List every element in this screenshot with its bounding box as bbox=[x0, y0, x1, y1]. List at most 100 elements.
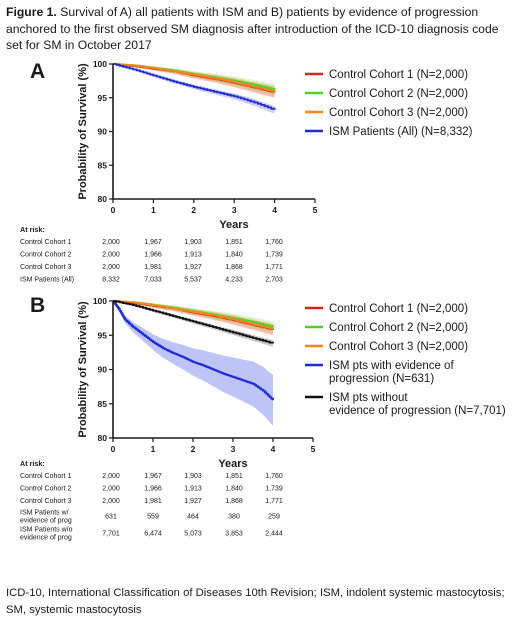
risk-row-label: Control Cohort 1 bbox=[20, 473, 71, 480]
confidence-band-0 bbox=[113, 64, 275, 98]
risk-row-label: Control Cohort 2 bbox=[20, 252, 71, 259]
risk-table-header: At risk: bbox=[20, 459, 45, 468]
risk-cell: 1,840 bbox=[225, 486, 243, 493]
risk-cell: 1,868 bbox=[225, 498, 243, 505]
risk-cell: 2,000 bbox=[102, 239, 120, 246]
risk-cell: 1,927 bbox=[184, 264, 202, 271]
risk-cell: 1,760 bbox=[265, 473, 283, 480]
footnote-line-1: ICD-10, International Classification of … bbox=[6, 587, 505, 599]
x-tick-label: 1 bbox=[151, 444, 156, 454]
y-tick-label: 90 bbox=[98, 365, 108, 375]
y-tick-label: 100 bbox=[93, 296, 107, 306]
risk-row-label: Control Cohort 3 bbox=[20, 498, 71, 505]
legend-label-3: ISM Patients (All) (N=8,332) bbox=[329, 126, 473, 138]
panel-label-B: B bbox=[30, 294, 45, 317]
risk-cell: 1,851 bbox=[225, 473, 243, 480]
risk-cell: 3,853 bbox=[225, 531, 243, 538]
risk-cell: 1,981 bbox=[144, 264, 162, 271]
legend-label-4: ISM pts without evidence of progression (… bbox=[329, 392, 506, 417]
risk-cell: 4,233 bbox=[225, 277, 243, 284]
y-tick-label: 95 bbox=[98, 330, 108, 340]
x-tick-label: 3 bbox=[232, 205, 237, 215]
x-tick-label: 1 bbox=[151, 205, 156, 215]
legend-label-1: Control Cohort 2 (N=2,000) bbox=[329, 88, 468, 100]
x-tick-label: 5 bbox=[313, 205, 318, 215]
series-line-4 bbox=[113, 300, 274, 344]
legend-label-0: Control Cohort 1 (N=2,000) bbox=[329, 303, 468, 315]
x-tick-label: 0 bbox=[111, 205, 116, 215]
risk-cell: 2,444 bbox=[265, 531, 283, 538]
risk-cell: 1,771 bbox=[265, 498, 283, 505]
confidence-band-1 bbox=[113, 64, 275, 96]
risk-cell: 1,966 bbox=[144, 486, 162, 493]
risk-cell: 1,903 bbox=[184, 239, 202, 246]
risk-cell: 259 bbox=[268, 514, 280, 521]
x-tick-label: 0 bbox=[111, 444, 116, 454]
risk-cell: 8,332 bbox=[102, 277, 120, 284]
footnote: ICD-10, International Classification of … bbox=[6, 585, 511, 619]
y-tick-label: 80 bbox=[98, 433, 108, 443]
risk-row-label: Control Cohort 1 bbox=[20, 239, 71, 246]
x-axis-label: Years bbox=[218, 458, 247, 470]
risk-row-label: Control Cohort 3 bbox=[20, 264, 71, 271]
risk-cell: 7,701 bbox=[102, 531, 120, 538]
y-tick-label: 80 bbox=[98, 194, 108, 204]
risk-cell: 2,000 bbox=[102, 252, 120, 259]
risk-cell: 1,981 bbox=[144, 498, 162, 505]
series-line-2 bbox=[113, 300, 274, 330]
risk-cell: 2,703 bbox=[265, 277, 283, 284]
risk-cell: 2,000 bbox=[102, 498, 120, 505]
figure-caption: Figure 1. Survival of A) all patients wi… bbox=[6, 4, 511, 54]
y-tick-label: 95 bbox=[98, 93, 108, 103]
risk-cell: 1,868 bbox=[225, 264, 243, 271]
y-axis-label: Probability of Survival (%) bbox=[77, 63, 89, 200]
footnote-line-2: SM, systemic mastocytosis bbox=[6, 604, 142, 616]
risk-cell: 631 bbox=[105, 514, 117, 521]
x-tick-label: 2 bbox=[191, 205, 196, 215]
risk-row-label: ISM Patients (All) bbox=[20, 277, 74, 284]
risk-cell: 464 bbox=[187, 514, 199, 521]
risk-cell: 1,967 bbox=[144, 473, 162, 480]
legend-label-2: Control Cohort 3 (N=2,000) bbox=[329, 341, 468, 353]
risk-cell: 2,000 bbox=[102, 486, 120, 493]
legend-label-2: Control Cohort 3 (N=2,000) bbox=[329, 107, 468, 119]
legend-label-1: Control Cohort 2 (N=2,000) bbox=[329, 322, 468, 334]
risk-cell: 1,840 bbox=[225, 252, 243, 259]
x-tick-label: 4 bbox=[272, 205, 277, 215]
panel-label-A: A bbox=[30, 60, 45, 83]
risk-cell: 6,474 bbox=[144, 531, 162, 538]
series-line-3 bbox=[113, 300, 274, 401]
risk-cell: 7,033 bbox=[144, 277, 162, 284]
chart-b: B 80 85 90 95 100 0 1 2 3 4 5 Years Probability of Su… bbox=[20, 294, 506, 542]
risk-cell: 1,903 bbox=[184, 473, 202, 480]
risk-row-label: ISM Patients w/evidence of prog bbox=[20, 510, 72, 525]
risk-cell: 1,913 bbox=[184, 252, 202, 259]
risk-cell: 1,739 bbox=[265, 252, 283, 259]
x-tick-label: 3 bbox=[231, 444, 236, 454]
x-tick-label: 4 bbox=[271, 444, 276, 454]
x-tick-label: 2 bbox=[191, 444, 196, 454]
y-axis-label: Probability of Survival (%) bbox=[77, 301, 89, 438]
risk-cell: 380 bbox=[228, 514, 240, 521]
risk-cell: 5,073 bbox=[184, 531, 202, 538]
figure-label: Figure 1. bbox=[6, 5, 57, 19]
series-line-2 bbox=[113, 63, 276, 92]
risk-row-label: Control Cohort 2 bbox=[20, 486, 71, 493]
risk-cell: 5,537 bbox=[184, 277, 202, 284]
risk-cell: 1,967 bbox=[144, 239, 162, 246]
risk-cell: 2,000 bbox=[102, 264, 120, 271]
risk-row-label: ISM Patients w/o evidence of prog bbox=[20, 527, 73, 542]
legend-label-0: Control Cohort 1 (N=2,000) bbox=[329, 69, 468, 81]
y-tick-label: 85 bbox=[98, 160, 108, 170]
risk-cell: 559 bbox=[147, 514, 159, 521]
risk-table-header: At risk: bbox=[20, 225, 45, 234]
figure-caption-text: Survival of A) all patients with ISM and… bbox=[6, 5, 499, 52]
risk-cell: 1,913 bbox=[184, 486, 202, 493]
risk-cell: 2,000 bbox=[102, 473, 120, 480]
y-tick-label: 85 bbox=[98, 399, 108, 409]
x-tick-label: 5 bbox=[311, 444, 316, 454]
risk-cell: 1,739 bbox=[265, 486, 283, 493]
confidence-band-2 bbox=[113, 64, 275, 98]
risk-cell: 1,966 bbox=[144, 252, 162, 259]
x-axis-label: Years bbox=[219, 219, 248, 231]
